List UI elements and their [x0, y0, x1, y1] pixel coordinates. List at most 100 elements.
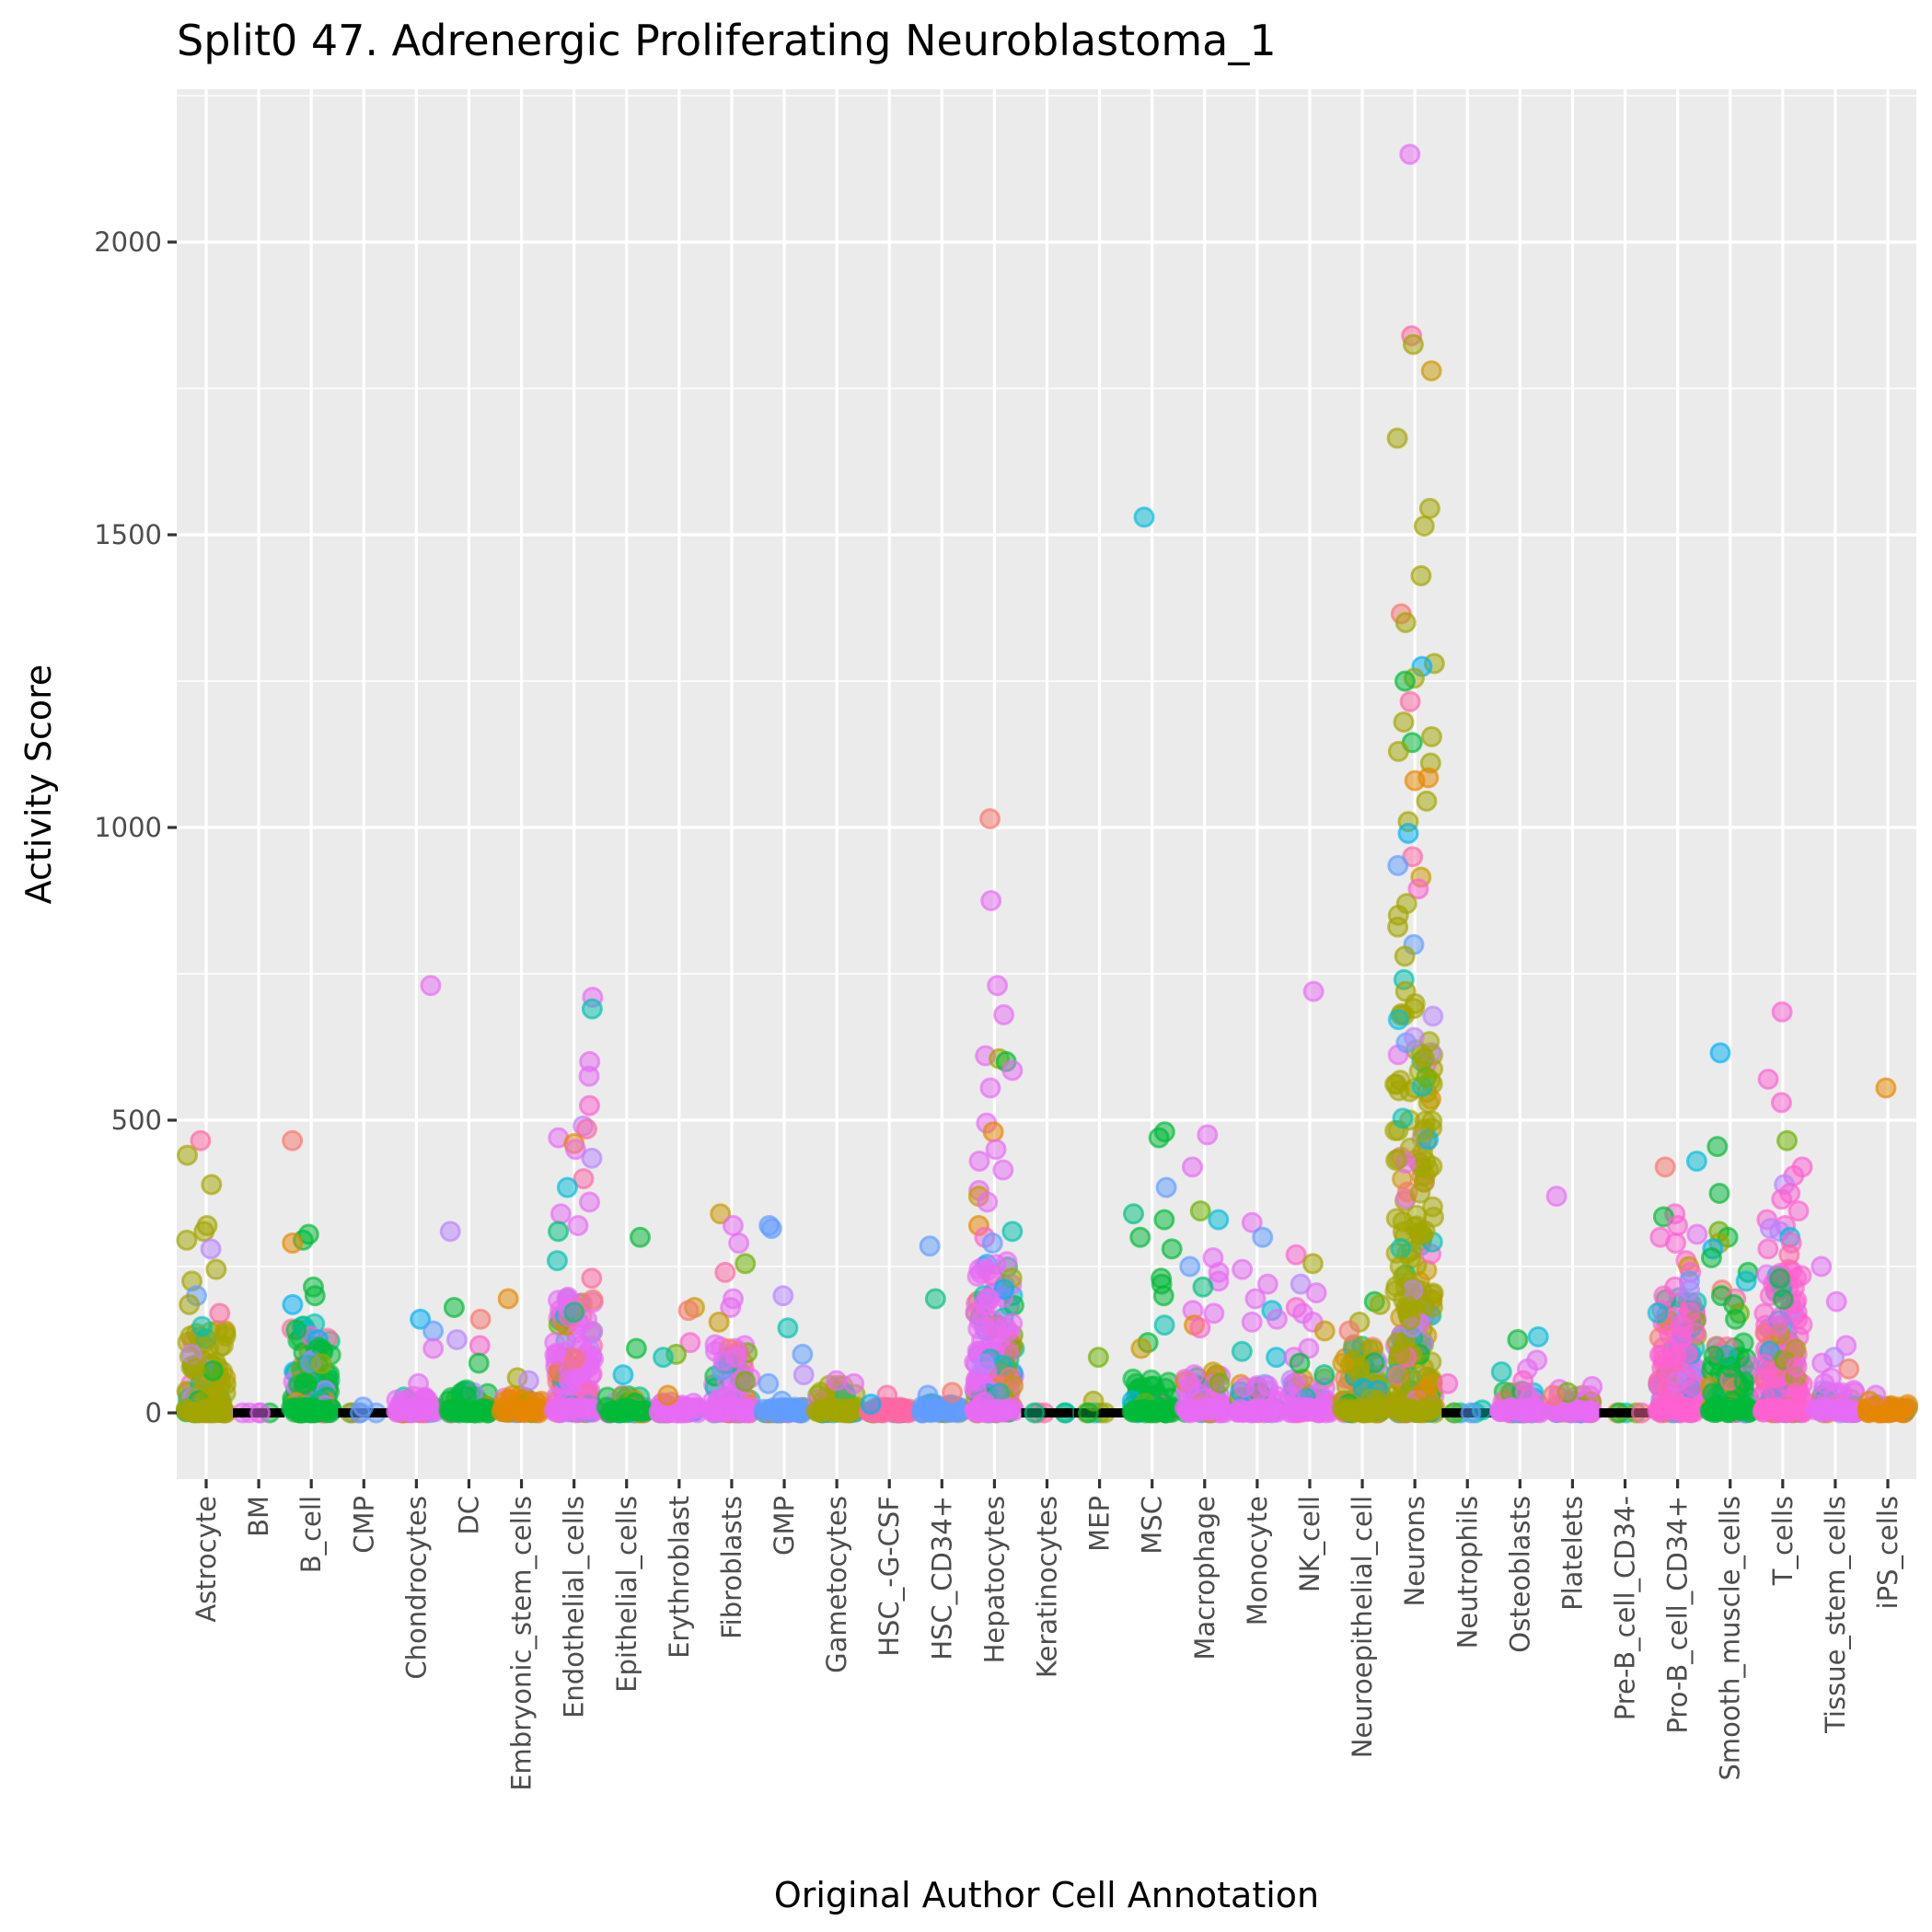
data-point — [979, 1077, 1001, 1099]
x-tick-label: BM — [243, 1496, 274, 1537]
data-point — [1266, 1347, 1288, 1369]
data-point — [573, 1168, 595, 1190]
data-point — [1654, 1156, 1676, 1178]
series-Osteoblasts — [1489, 1325, 1551, 1424]
data-point — [1189, 1317, 1211, 1339]
data-point — [981, 1232, 1003, 1255]
data-point — [1771, 1188, 1793, 1210]
data-point — [980, 890, 1002, 911]
data-point — [760, 1218, 782, 1240]
data-point — [581, 998, 603, 1020]
data-point — [1420, 725, 1442, 747]
data-point — [1197, 1124, 1219, 1146]
data-point — [1416, 790, 1438, 812]
x-tick-label: Smooth_muscle_cells — [1715, 1496, 1746, 1780]
data-point — [1776, 1129, 1799, 1151]
x-tick-label: Neurons — [1399, 1496, 1430, 1606]
data-point — [657, 1384, 679, 1406]
data-point — [1087, 1347, 1109, 1369]
data-point — [919, 1235, 941, 1257]
data-point — [469, 1335, 491, 1357]
data-point — [1290, 1273, 1312, 1295]
data-point — [735, 1253, 757, 1275]
data-point — [1778, 1244, 1800, 1266]
data-point — [310, 1353, 332, 1375]
data-point — [1703, 1345, 1725, 1367]
data-point — [1155, 1176, 1177, 1198]
data-point — [1651, 1345, 1673, 1367]
x-tick-label: Osteoblasts — [1504, 1496, 1535, 1653]
data-point — [1725, 1308, 1747, 1330]
y-tick-label: 1000 — [94, 812, 162, 843]
data-point — [1413, 515, 1435, 537]
data-point — [1708, 1183, 1730, 1204]
x-tick-label: CMP — [348, 1496, 379, 1554]
x-tick-label: Fibroblasts — [716, 1496, 747, 1639]
series-DC — [438, 1221, 500, 1424]
x-tick-label: Gametocytes — [821, 1496, 852, 1673]
x-tick-label: Monocyte — [1242, 1496, 1273, 1625]
data-point — [708, 1311, 730, 1333]
data-point — [1394, 980, 1417, 1002]
data-point — [202, 1359, 224, 1382]
data-point — [1866, 1396, 1888, 1418]
data-point — [575, 1118, 597, 1140]
series-MSC — [1121, 506, 1183, 1424]
data-point — [1394, 945, 1416, 967]
x-tick-label: Tissue_stem_cells — [1820, 1496, 1851, 1734]
series-Pre-B_cell_CD34- — [1599, 1402, 1652, 1424]
data-point — [1387, 854, 1409, 876]
data-point — [1735, 1270, 1757, 1292]
data-point — [578, 1191, 600, 1213]
data-point — [1384, 1073, 1406, 1095]
series-Keratinocytes — [1021, 1402, 1077, 1424]
data-point — [1256, 1273, 1278, 1295]
data-point — [1527, 1325, 1549, 1348]
data-point — [876, 1384, 898, 1406]
data-point — [712, 1349, 735, 1371]
series-Gametocytes — [805, 1370, 868, 1424]
data-point — [629, 1226, 651, 1248]
data-point — [1403, 1026, 1425, 1048]
data-point — [1686, 1223, 1708, 1245]
data-point — [1209, 1372, 1231, 1394]
x-tick-label: MSC — [1137, 1496, 1168, 1555]
chart-title: Split0 47. Adrenergic Proliferating Neur… — [177, 16, 1277, 65]
data-point — [1133, 506, 1155, 528]
x-tick-label: T_cells — [1767, 1496, 1799, 1586]
data-points — [175, 144, 1919, 1424]
series-HSC_-G-CSF — [859, 1384, 920, 1424]
data-point — [777, 1317, 799, 1339]
data-point — [1203, 1302, 1225, 1325]
data-point — [1897, 1396, 1919, 1418]
series-Smooth_muscle_cells — [1699, 1042, 1761, 1424]
data-point — [1078, 1402, 1100, 1424]
data-point — [205, 1258, 227, 1280]
data-point — [304, 1285, 326, 1307]
data-point — [190, 1129, 212, 1151]
data-point — [924, 1288, 946, 1310]
data-point — [860, 1393, 882, 1415]
data-point — [982, 1310, 1004, 1332]
data-point — [1404, 769, 1426, 792]
x-tick-label: Epithelial_cells — [611, 1496, 642, 1693]
data-point — [497, 1288, 519, 1310]
data-point — [1825, 1290, 1847, 1313]
data-point — [1706, 1136, 1729, 1158]
data-point — [653, 1347, 675, 1369]
data-point — [1232, 1258, 1254, 1280]
data-point — [546, 1250, 568, 1272]
data-point — [209, 1302, 231, 1325]
data-point — [349, 1402, 371, 1424]
y-tick-label: 1500 — [94, 519, 162, 550]
x-tick-label: MEP — [1084, 1496, 1116, 1552]
data-point — [1369, 1293, 1391, 1315]
data-point — [176, 1229, 198, 1251]
data-point — [1244, 1288, 1267, 1310]
data-point — [1785, 1338, 1807, 1360]
data-point — [1756, 1361, 1778, 1383]
data-point — [282, 1293, 304, 1315]
data-point — [1667, 1214, 1689, 1236]
series-Chondrocytes — [386, 975, 447, 1424]
data-point — [1386, 427, 1408, 449]
